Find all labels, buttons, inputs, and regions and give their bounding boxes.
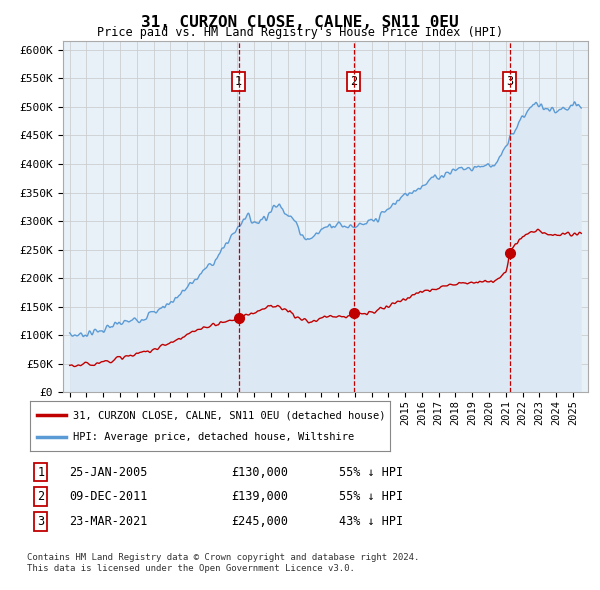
Text: This data is licensed under the Open Government Licence v3.0.: This data is licensed under the Open Gov…: [27, 565, 355, 573]
Text: £245,000: £245,000: [231, 515, 288, 528]
Text: 23-MAR-2021: 23-MAR-2021: [69, 515, 148, 528]
Text: £139,000: £139,000: [231, 490, 288, 503]
Text: 3: 3: [37, 515, 44, 528]
Text: 09-DEC-2011: 09-DEC-2011: [69, 490, 148, 503]
Text: 43% ↓ HPI: 43% ↓ HPI: [339, 515, 403, 528]
Text: 25-JAN-2005: 25-JAN-2005: [69, 466, 148, 478]
Text: 1: 1: [235, 75, 242, 88]
Text: 3: 3: [506, 75, 513, 88]
Text: 31, CURZON CLOSE, CALNE, SN11 0EU (detached house): 31, CURZON CLOSE, CALNE, SN11 0EU (detac…: [73, 410, 386, 420]
Text: 2: 2: [350, 75, 358, 88]
Text: 31, CURZON CLOSE, CALNE, SN11 0EU: 31, CURZON CLOSE, CALNE, SN11 0EU: [141, 15, 459, 30]
Text: £130,000: £130,000: [231, 466, 288, 478]
Text: Price paid vs. HM Land Registry's House Price Index (HPI): Price paid vs. HM Land Registry's House …: [97, 26, 503, 39]
Text: HPI: Average price, detached house, Wiltshire: HPI: Average price, detached house, Wilt…: [73, 432, 355, 442]
Text: 1: 1: [37, 466, 44, 478]
Text: 55% ↓ HPI: 55% ↓ HPI: [339, 466, 403, 478]
Text: 55% ↓ HPI: 55% ↓ HPI: [339, 490, 403, 503]
Text: Contains HM Land Registry data © Crown copyright and database right 2024.: Contains HM Land Registry data © Crown c…: [27, 553, 419, 562]
Text: 2: 2: [37, 490, 44, 503]
